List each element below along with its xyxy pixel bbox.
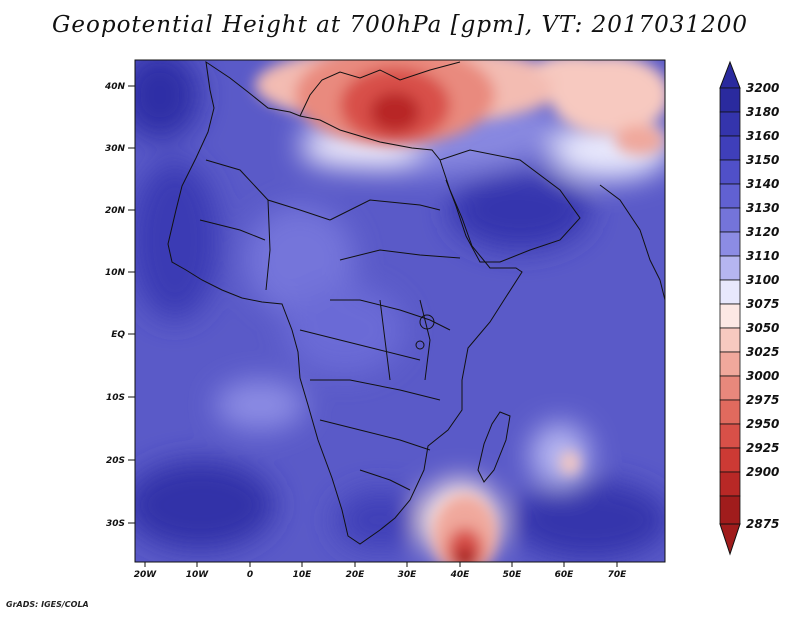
- colorbar-label: 3025: [746, 345, 779, 359]
- lat-label-30n: 30N: [105, 144, 126, 154]
- height-field: [135, 60, 665, 562]
- lat-label-10n: 10N: [105, 268, 126, 278]
- plot-frame: [134, 59, 666, 563]
- lon-label-20w: 20W: [134, 570, 158, 580]
- lon-label-0: 0: [247, 570, 253, 580]
- lon-label-20e: 20E: [346, 570, 366, 580]
- arabia-coastline: [439, 149, 581, 263]
- colorbar-swatch: [719, 255, 741, 281]
- colorbar-label: 3100: [746, 273, 779, 287]
- colorbar-swatch: [719, 423, 741, 449]
- colorbar-swatch: [719, 303, 741, 329]
- colorbar-label: 3050: [746, 321, 779, 335]
- africa-coastline: [167, 60, 523, 545]
- madagascar-coastline: [477, 411, 511, 483]
- colorbar-swatch: [719, 111, 741, 137]
- colorbar-swatch: [719, 159, 741, 185]
- colorbar-label: 3130: [746, 201, 779, 215]
- colorbar-label: 3000: [746, 369, 779, 383]
- longitude-axis: 20W 10W 0 10E 20E 30E 40E 50E 60E 70E: [134, 562, 627, 580]
- colorbar-swatch: [719, 207, 741, 233]
- coastlines: [167, 60, 665, 545]
- lon-label-60e: 60E: [555, 570, 575, 580]
- lat-label-10s: 10S: [106, 393, 125, 403]
- lon-label-10w: 10W: [186, 570, 210, 580]
- colorbar-swatch: [719, 399, 741, 425]
- colorbar-label: 3160: [746, 129, 779, 143]
- colorbar-top-arrow: [719, 60, 741, 89]
- colorbar-label: 2875: [746, 517, 779, 531]
- colorbar-label: 3150: [746, 153, 779, 167]
- colorbar-label: 3200: [746, 81, 779, 95]
- map-title: Geopotential Height at 700hPa [gpm], VT:…: [52, 12, 748, 38]
- colorbar-swatch: [719, 183, 741, 209]
- lon-label-30e: 30E: [398, 570, 418, 580]
- lon-label-10e: 10E: [293, 570, 313, 580]
- colorbar-swatch: [719, 279, 741, 305]
- colorbar-swatch: [719, 135, 741, 161]
- latitude-axis: 40N 30N 20N 10N EQ 10S 20S 30S: [104, 82, 135, 529]
- europe-coastline: [299, 61, 461, 117]
- colorbar-bottom-arrow: [719, 523, 741, 556]
- lon-label-50e: 50E: [503, 570, 523, 580]
- lon-label-40e: 40E: [450, 570, 471, 580]
- colorbar-label: 3180: [746, 105, 779, 119]
- colorbar-label: 2925: [746, 441, 779, 455]
- colorbar-swatch: [719, 375, 741, 401]
- colorbar-swatch: [719, 447, 741, 473]
- colorbar-label: 2975: [746, 393, 779, 407]
- colorbar-swatch: [719, 87, 741, 113]
- colorbar-swatch: [719, 495, 741, 525]
- colorbar-label: 3120: [746, 225, 779, 239]
- lat-label-30s: 30S: [106, 519, 125, 529]
- colorbar-swatch: [719, 231, 741, 257]
- colorbar-swatch: [719, 327, 741, 353]
- colorbar: 3200 3180 3160 3150 3140 3130 3120 3110 …: [719, 60, 779, 556]
- lat-label-40n: 40N: [104, 82, 126, 92]
- lat-label-20n: 20N: [105, 206, 126, 216]
- colorbar-swatch: [719, 351, 741, 377]
- border-lines: [199, 159, 461, 491]
- lat-label-eq: EQ: [111, 330, 125, 340]
- colorbar-swatch: [719, 471, 741, 497]
- colorbar-label: 3110: [746, 249, 779, 263]
- colorbar-label: 3140: [746, 177, 779, 191]
- colorbar-label: 2950: [746, 417, 779, 431]
- colorbar-label: 3075: [746, 297, 779, 311]
- grads-credit: GrADS: IGES/COLA: [6, 600, 89, 609]
- lat-label-20s: 20S: [106, 456, 125, 466]
- lon-label-70e: 70E: [608, 570, 628, 580]
- india-coastline: [599, 184, 665, 301]
- colorbar-label: 2900: [746, 465, 779, 479]
